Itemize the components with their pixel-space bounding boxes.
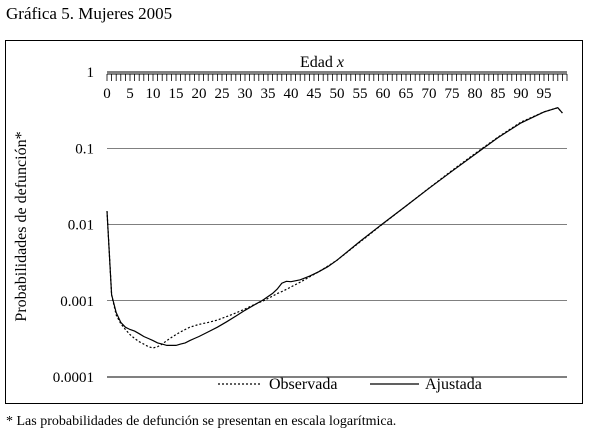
x-axis-label: Edad x [300,54,344,71]
x-tick-label: 50 [330,86,345,102]
x-tick-label: 30 [238,86,253,102]
y-tick-label: 0.1 [75,141,94,157]
chart-svg: 1 0.1 0.01 0.001 0.0001 0 5 10 15 20 25 30 35 40 45 50 5… [13,54,568,393]
x-tick-label: 70 [422,86,437,102]
y-axis-label: Probabilidades de defunción* [13,131,30,321]
x-tick-label: 65 [399,86,414,102]
y-tick-label: 0.001 [60,294,94,310]
legend-label: Observada [269,376,337,393]
legend-layer: Observada Ajustada [218,376,482,393]
y-tick-label: 0.01 [68,218,94,234]
chart-frame: 1 0.1 0.01 0.001 0.0001 0 5 10 15 20 25 30 35 40 45 50 5… [5,40,583,404]
x-tick-label: 95 [537,86,552,102]
x-tick-label: 10 [146,86,161,102]
x-tick-label: 25 [215,86,230,102]
y-tick-label: 0.0001 [53,370,94,386]
label-layer: 1 0.1 0.01 0.001 0.0001 0 5 10 15 20 25 30 35 40 45 50 5… [13,54,552,386]
x-tick-label: 80 [468,86,483,102]
x-tick-label: 85 [491,86,506,102]
x-tick-label: 60 [376,86,391,102]
footnote: * Las probabilidades de defunción se pre… [6,414,397,429]
x-tick-label: 55 [353,86,368,102]
x-tick-label: 35 [261,86,276,102]
x-tick-label: 5 [126,86,134,102]
grid-layer [107,71,567,378]
y-tick-label: 1 [87,65,95,81]
axis-layer [106,73,568,81]
series-line-observada [106,107,563,349]
x-tick-label: 90 [514,86,529,102]
x-tick-label: 75 [445,86,460,102]
series-line-ajustada [106,107,563,346]
legend-label: Ajustada [425,376,482,393]
x-tick-label: 20 [192,86,207,102]
x-tick-label: 45 [307,86,322,102]
series-layer [106,107,563,349]
x-tick-label: 40 [284,86,299,102]
x-tick-label: 15 [169,86,184,102]
page-title: Gráfica 5. Mujeres 2005 [6,4,173,23]
x-tick-label: 0 [103,86,111,102]
